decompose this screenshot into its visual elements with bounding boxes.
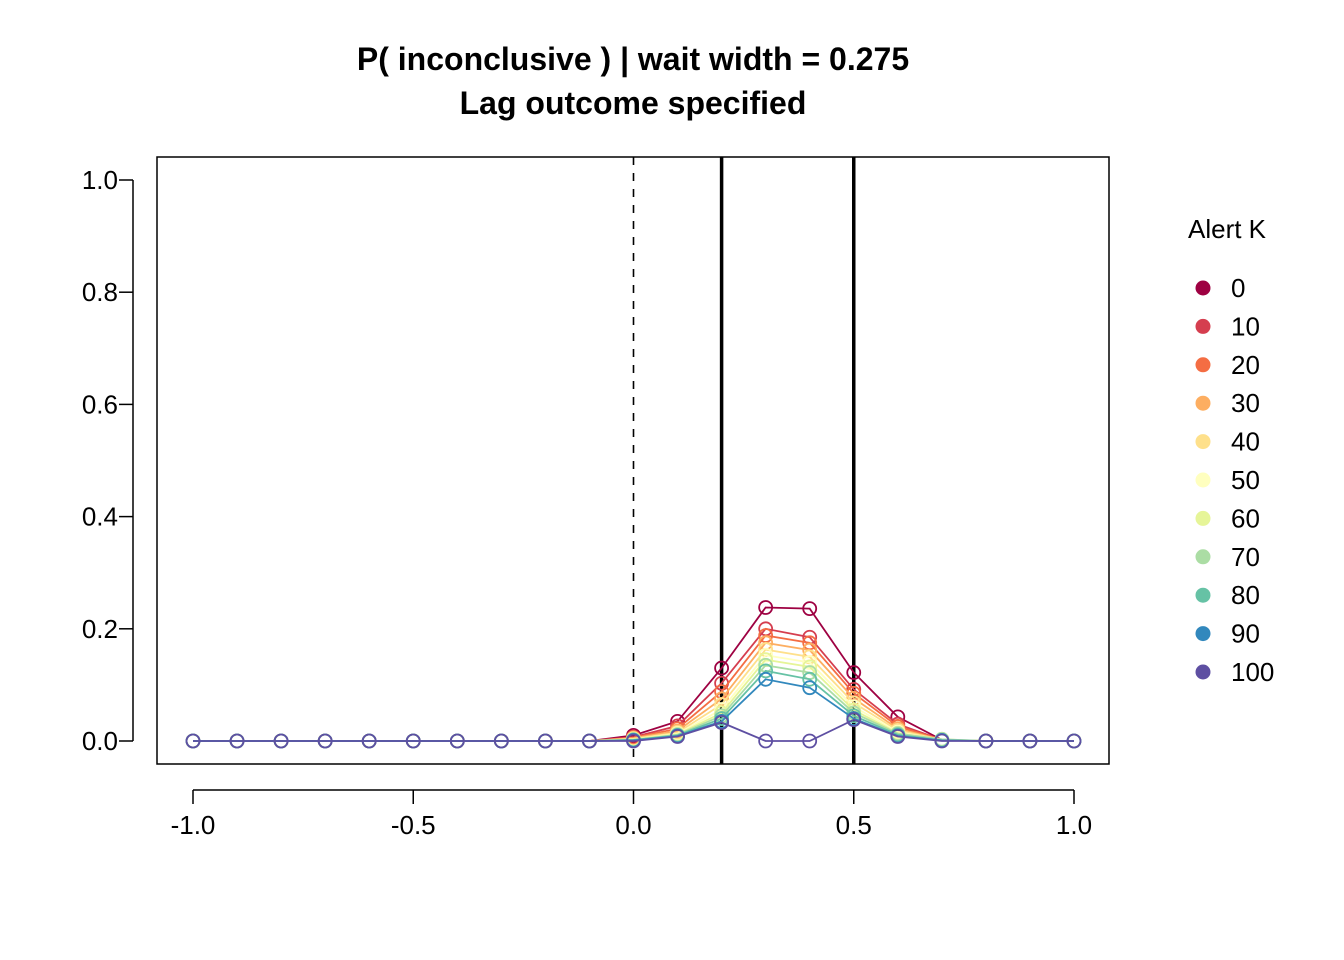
y-tick-label: 0.2 xyxy=(82,614,118,644)
legend-swatch-60 xyxy=(1196,511,1211,526)
legend-label-80: 80 xyxy=(1231,580,1260,610)
legend: Alert K 0 10 20 30 40 50 60 70 80 90 100 xyxy=(1188,214,1274,687)
legend-swatch-70 xyxy=(1196,549,1211,564)
legend-swatch-100 xyxy=(1196,665,1211,680)
y-tick-label: 1.0 xyxy=(82,165,118,195)
chart-subtitle: Lag outcome specified xyxy=(460,85,807,121)
legend-swatch-50 xyxy=(1196,473,1211,488)
legend-label-50: 50 xyxy=(1231,465,1260,495)
legend-label-70: 70 xyxy=(1231,542,1260,572)
legend-swatch-90 xyxy=(1196,626,1211,641)
x-axis: -1.0 -0.5 0.0 0.5 1.0 xyxy=(171,790,1092,840)
x-tick-label: 0.0 xyxy=(615,810,651,840)
series-line xyxy=(193,650,1074,741)
x-tick-label: 1.0 xyxy=(1056,810,1092,840)
y-tick-label: 0.4 xyxy=(82,502,118,532)
legend-label-90: 90 xyxy=(1231,619,1260,649)
legend-label-100: 100 xyxy=(1231,657,1274,687)
legend-label-30: 30 xyxy=(1231,388,1260,418)
legend-label-20: 20 xyxy=(1231,350,1260,380)
x-tick-label: 0.5 xyxy=(836,810,872,840)
legend-swatch-80 xyxy=(1196,588,1211,603)
legend-swatch-0 xyxy=(1196,281,1211,296)
y-tick-label: 0.0 xyxy=(82,726,118,756)
legend-label-40: 40 xyxy=(1231,427,1260,457)
x-tick-label: -0.5 xyxy=(391,810,436,840)
legend-swatch-10 xyxy=(1196,319,1211,334)
legend-label-0: 0 xyxy=(1231,273,1245,303)
legend-swatch-20 xyxy=(1196,357,1211,372)
legend-swatch-30 xyxy=(1196,396,1211,411)
legend-label-60: 60 xyxy=(1231,503,1260,533)
x-tick-label: -1.0 xyxy=(171,810,216,840)
chart-title: P( inconclusive ) | wait width = 0.275 xyxy=(357,41,909,77)
legend-label-10: 10 xyxy=(1231,311,1260,341)
y-axis: 0.0 0.2 0.4 0.6 0.8 1.0 xyxy=(82,165,133,756)
legend-swatch-40 xyxy=(1196,434,1211,449)
y-tick-label: 0.6 xyxy=(82,389,118,419)
y-tick-label: 0.8 xyxy=(82,277,118,307)
legend-title: Alert K xyxy=(1188,214,1267,244)
